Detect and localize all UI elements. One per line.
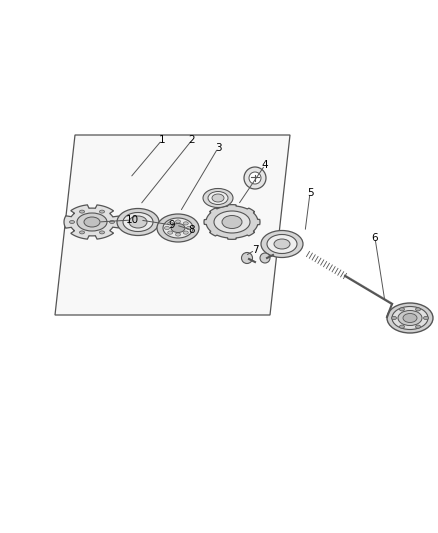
Ellipse shape xyxy=(387,303,433,333)
Ellipse shape xyxy=(274,239,290,249)
Ellipse shape xyxy=(80,210,85,213)
Ellipse shape xyxy=(157,214,199,242)
Text: 4: 4 xyxy=(261,160,268,170)
Ellipse shape xyxy=(267,235,297,254)
Ellipse shape xyxy=(77,213,107,231)
Ellipse shape xyxy=(392,306,428,329)
Polygon shape xyxy=(55,135,290,315)
Ellipse shape xyxy=(70,221,74,223)
Ellipse shape xyxy=(214,211,250,233)
Ellipse shape xyxy=(99,231,105,234)
Ellipse shape xyxy=(261,230,303,257)
Text: 8: 8 xyxy=(189,225,195,235)
Ellipse shape xyxy=(176,220,180,223)
Ellipse shape xyxy=(416,308,420,311)
Text: 7: 7 xyxy=(252,245,258,255)
Circle shape xyxy=(260,253,270,263)
Ellipse shape xyxy=(129,216,147,228)
Ellipse shape xyxy=(123,213,153,231)
Text: 6: 6 xyxy=(372,233,378,243)
Text: 2: 2 xyxy=(189,135,195,145)
Circle shape xyxy=(249,172,261,184)
Ellipse shape xyxy=(163,218,193,238)
Ellipse shape xyxy=(183,222,188,225)
Ellipse shape xyxy=(117,208,159,236)
Text: 9: 9 xyxy=(169,220,175,230)
Circle shape xyxy=(241,253,252,263)
Ellipse shape xyxy=(80,231,85,234)
Ellipse shape xyxy=(398,311,422,326)
Ellipse shape xyxy=(392,317,396,320)
Ellipse shape xyxy=(403,313,417,322)
Ellipse shape xyxy=(222,215,242,229)
Text: 3: 3 xyxy=(215,143,221,153)
Polygon shape xyxy=(204,205,260,239)
Ellipse shape xyxy=(187,227,191,230)
Ellipse shape xyxy=(99,210,105,213)
Ellipse shape xyxy=(203,189,233,207)
Ellipse shape xyxy=(176,233,180,236)
Polygon shape xyxy=(64,205,120,239)
Ellipse shape xyxy=(84,217,100,227)
Ellipse shape xyxy=(424,317,428,320)
Circle shape xyxy=(244,167,266,189)
Ellipse shape xyxy=(416,325,420,328)
Ellipse shape xyxy=(171,223,185,232)
Ellipse shape xyxy=(110,221,114,223)
Ellipse shape xyxy=(168,222,173,225)
Ellipse shape xyxy=(168,231,173,234)
Ellipse shape xyxy=(208,191,228,205)
Text: 10: 10 xyxy=(125,215,138,225)
Ellipse shape xyxy=(399,325,405,328)
Text: 5: 5 xyxy=(307,188,313,198)
Ellipse shape xyxy=(183,231,188,234)
Text: 1: 1 xyxy=(159,135,165,145)
Ellipse shape xyxy=(165,227,170,230)
Ellipse shape xyxy=(212,194,224,202)
Ellipse shape xyxy=(399,308,405,311)
